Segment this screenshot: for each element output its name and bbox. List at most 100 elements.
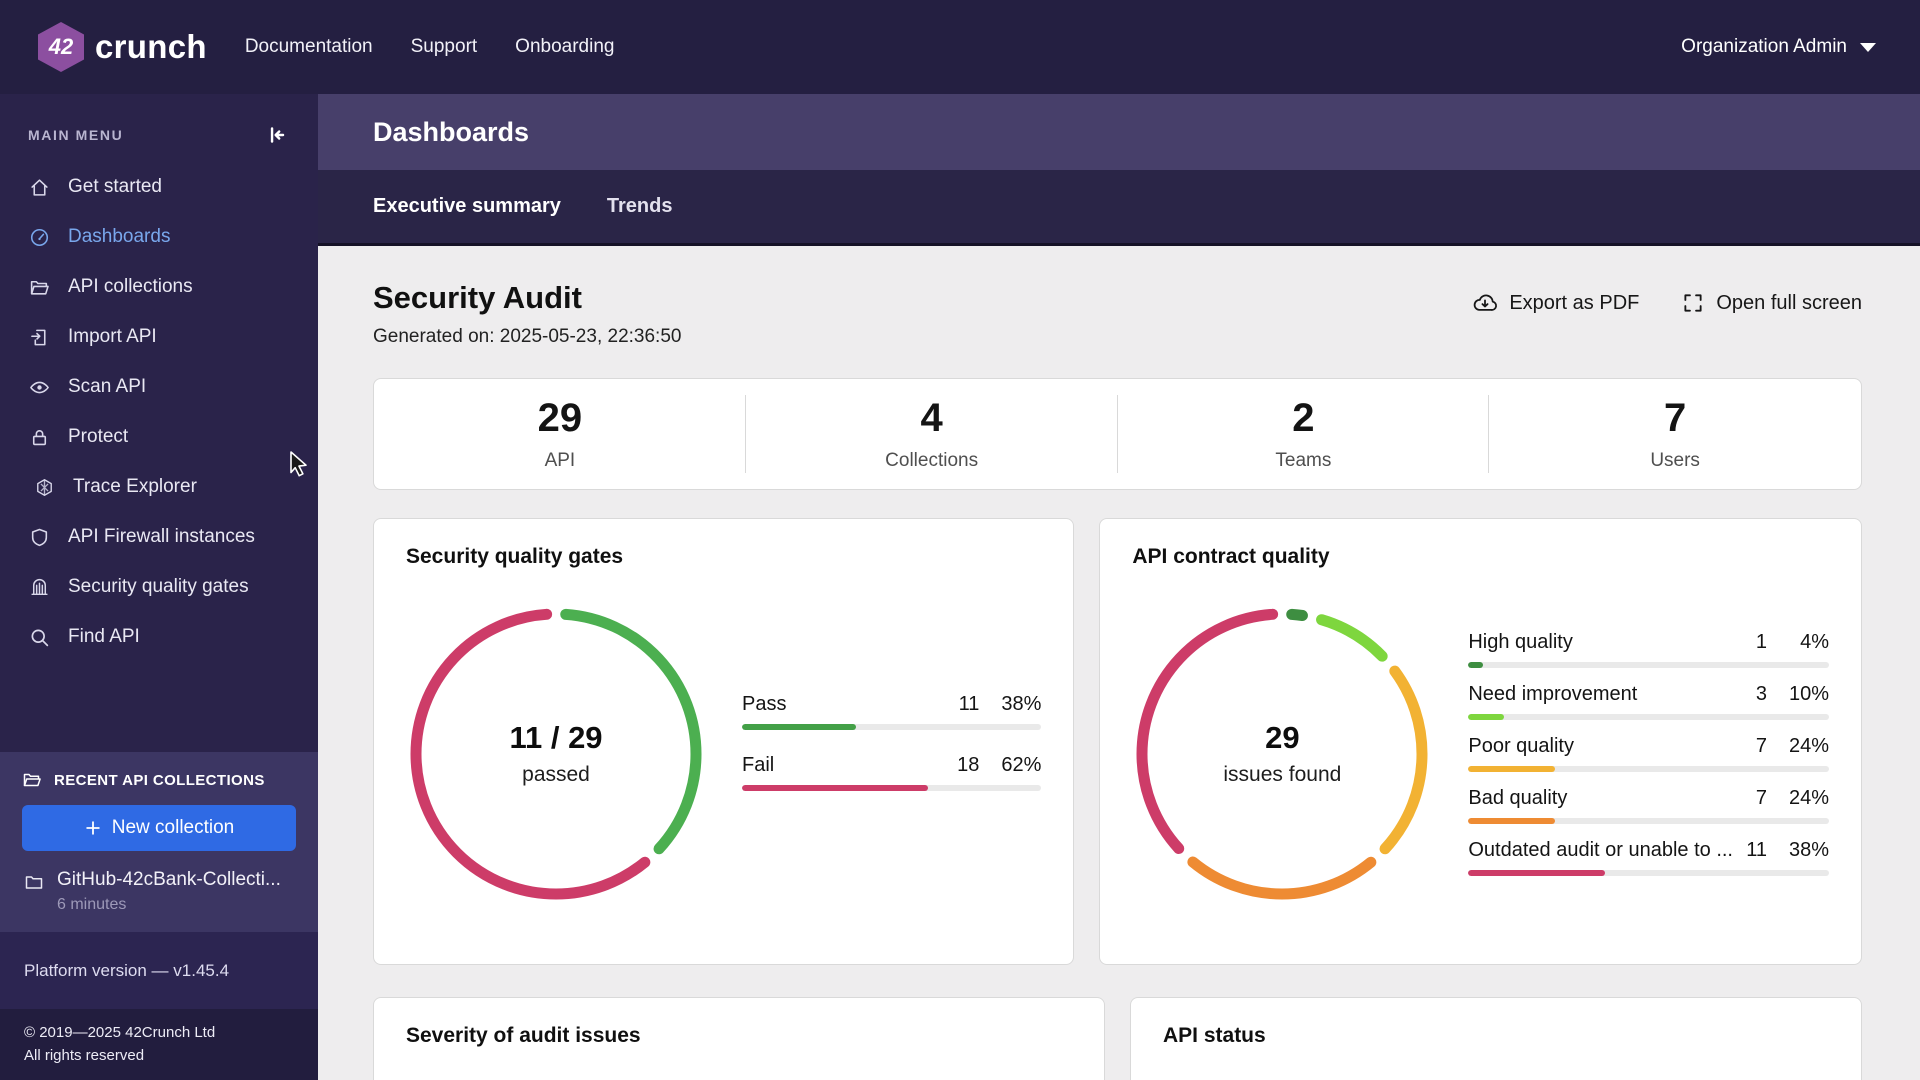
legend-count: 7: [1755, 735, 1767, 757]
open-full-screen-button[interactable]: Open full screen: [1681, 291, 1862, 315]
main-area: Dashboards Executive summary Trends Secu…: [318, 94, 1920, 1080]
gates-donut-chart: 11 / 29 passed: [406, 604, 706, 904]
sidebar-item-scan-api[interactable]: Scan API: [0, 362, 318, 412]
sidebar-item-label: Dashboards: [68, 226, 171, 247]
sidebar-item-trace-explorer[interactable]: Trace Explorer: [0, 462, 318, 512]
legend-bar-track: [1468, 662, 1829, 668]
stat-users-label: Users: [1650, 450, 1700, 471]
report-title: Security Audit: [373, 280, 582, 315]
sidebar-item-label: Protect: [68, 426, 129, 447]
sidebar-item-find-api[interactable]: Find API: [0, 612, 318, 662]
security-quality-gates-card: Security quality gates 11 / 29 passed: [373, 518, 1075, 965]
legend-percent: 24%: [1788, 787, 1829, 809]
plus-icon: [84, 819, 102, 837]
logo-wordmark: crunch: [95, 28, 207, 65]
sidebar-item-label: Import API: [68, 326, 157, 347]
home-icon: [28, 177, 51, 198]
nav-documentation[interactable]: Documentation: [244, 36, 373, 57]
legend-bar-fill: [1468, 766, 1555, 772]
legend-row-need-improvement: Need improvement 3 10%: [1468, 683, 1829, 720]
summary-stats-card: 29 API 4 Collections 2 Teams 7 Users: [373, 378, 1862, 490]
donut-center-label: passed: [522, 763, 590, 786]
stat-collections-value: 4: [920, 396, 943, 440]
search-icon: [28, 627, 51, 648]
shield-icon: [28, 527, 51, 548]
collection-timestamp: 6 minutes: [57, 896, 127, 913]
nav-support[interactable]: Support: [410, 36, 478, 57]
legend-count: 11: [1746, 839, 1767, 861]
sidebar-collapse-icon[interactable]: [266, 124, 288, 146]
severity-of-audit-issues-card: Severity of audit issues: [373, 997, 1105, 1080]
chevron-down-icon: [1860, 42, 1876, 52]
sidebar-item-dashboards[interactable]: Dashboards: [0, 212, 318, 262]
brand-logo[interactable]: 42 crunch: [38, 22, 207, 72]
legend-label: Fail: [742, 753, 775, 776]
legend-bar-track: [742, 723, 1042, 730]
nav-onboarding[interactable]: Onboarding: [515, 36, 615, 57]
sidebar-item-api-collections[interactable]: API collections: [0, 262, 318, 312]
legend-count: 11: [958, 692, 980, 715]
legend-count: 18: [957, 753, 980, 776]
export-pdf-button[interactable]: Export as PDF: [1472, 290, 1639, 316]
legend-count: 1: [1755, 631, 1767, 653]
donut-center-value: 29: [1265, 720, 1300, 755]
tab-trends[interactable]: Trends: [606, 195, 673, 217]
sidebar-item-label: Find API: [68, 626, 140, 647]
legend-bar-track: [1468, 818, 1829, 824]
sidebar-item-get-started[interactable]: Get started: [0, 162, 318, 212]
legend-bar-fill: [1468, 714, 1505, 720]
legend-percent: 4%: [1800, 631, 1829, 653]
eye-icon: [28, 377, 51, 398]
legend-percent: 38%: [1001, 692, 1042, 715]
card-title: API status: [1163, 1024, 1266, 1047]
stat-teams-value: 2: [1292, 396, 1315, 440]
sidebar-item-import-api[interactable]: Import API: [0, 312, 318, 362]
folder-icon: [24, 872, 44, 892]
legend-bar-fill: [742, 723, 856, 730]
legend-row-outdated-audit: Outdated audit or unable to ... 11 38%: [1468, 839, 1829, 876]
stat-api-label: API: [544, 450, 576, 471]
stat-api-value: 29: [537, 396, 583, 440]
legend-bar-track: [1468, 766, 1829, 772]
folder-open-icon: [28, 277, 51, 298]
tab-executive-summary[interactable]: Executive summary: [373, 195, 561, 217]
stat-users: 7 Users: [1489, 379, 1861, 489]
dashboard-icon: [28, 227, 51, 248]
sidebar-item-label: Scan API: [68, 376, 147, 397]
donut-ring: [1132, 604, 1432, 904]
sidebar-item-api-firewall-instances[interactable]: API Firewall instances: [0, 512, 318, 562]
donut-center-label: issues found: [1223, 763, 1342, 786]
stat-users-value: 7: [1664, 396, 1687, 440]
donut-ring: [406, 604, 706, 904]
legend-row-fail: Fail 18 62%: [742, 753, 1042, 791]
legend-bar-track: [1468, 714, 1829, 720]
copyright-line-1: © 2019—2025 42Crunch Ltd: [24, 1024, 216, 1041]
api-contract-quality-card: API contract quality 29 issues found: [1099, 518, 1862, 965]
legend-label: High quality: [1468, 631, 1573, 653]
report-generated-timestamp: Generated on: 2025-05-23, 22:36:50: [373, 326, 682, 347]
sidebar-menu: Get started Dashboards API collections I…: [0, 154, 318, 662]
legend-row-bad-quality: Bad quality 7 24%: [1468, 787, 1829, 824]
collection-name: GitHub-42cBank-Collecti...: [57, 869, 281, 890]
new-collection-button[interactable]: New collection: [22, 805, 296, 851]
main-menu-label: MAIN MENU: [28, 127, 124, 143]
legend-label: Bad quality: [1468, 787, 1568, 809]
donut-center-value: 11 / 29: [509, 720, 603, 755]
gates-legend: Pass 11 38% Fail 18 62%: [742, 692, 1042, 815]
platform-version: Platform version — v1.45.4: [0, 932, 318, 1009]
sidebar-item-security-quality-gates[interactable]: Security quality gates: [0, 562, 318, 612]
recent-collections-panel: RECENT API COLLECTIONS New collection Gi…: [0, 752, 318, 932]
legend-row-pass: Pass 11 38%: [742, 692, 1042, 730]
user-menu[interactable]: Organization Admin: [1681, 36, 1876, 58]
legend-percent: 24%: [1788, 735, 1829, 757]
hexagon-mesh-icon: [33, 477, 56, 498]
fullscreen-icon: [1681, 291, 1705, 315]
lock-icon: [28, 427, 51, 448]
legend-bar-fill: [1468, 870, 1606, 876]
legend-percent: 10%: [1788, 683, 1829, 705]
page-header: Dashboards: [318, 94, 1920, 170]
file-import-icon: [28, 327, 51, 348]
recent-collection-item[interactable]: GitHub-42cBank-Collecti... 6 minutes: [22, 867, 296, 920]
sidebar-item-protect[interactable]: Protect: [0, 412, 318, 462]
legend-percent: 38%: [1788, 839, 1829, 861]
